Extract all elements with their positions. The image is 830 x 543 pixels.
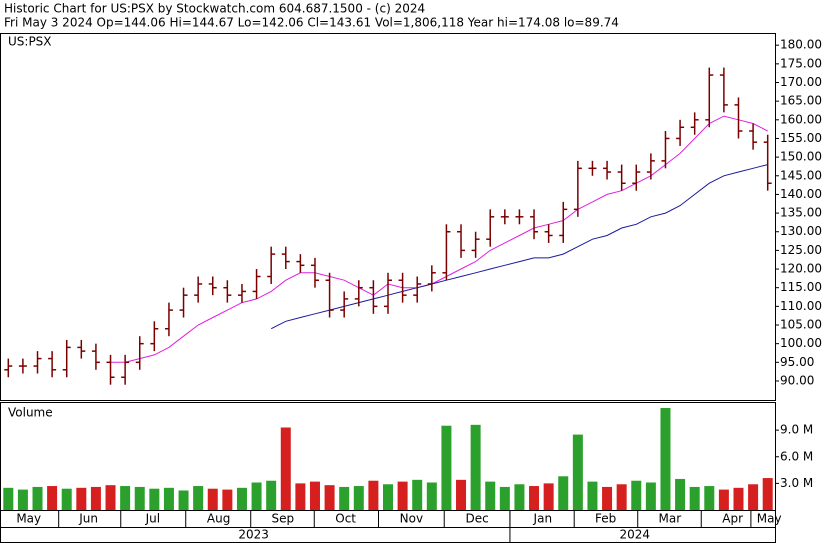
volume-bar: [529, 486, 540, 510]
volume-bar: [660, 407, 671, 510]
y-tick-label: 130.00: [780, 224, 822, 238]
volume-bar: [17, 489, 28, 510]
volume-bar: [339, 486, 350, 510]
y-tick-label: 170.00: [780, 75, 822, 89]
year-label: 2023: [238, 528, 269, 542]
volume-bar: [280, 427, 291, 510]
x-tick-label: May: [16, 512, 41, 526]
x-tick-label: Feb: [595, 512, 616, 526]
volume-bar: [324, 485, 335, 510]
volume-bar: [748, 484, 759, 510]
y-tick-label: 155.00: [780, 131, 822, 145]
volume-bar: [704, 486, 715, 510]
y-tick-label: 140.00: [780, 187, 822, 201]
volume-bar: [47, 486, 58, 510]
y-tick-label: 125.00: [780, 243, 822, 257]
volume-bar: [456, 479, 467, 510]
volume-bar: [353, 486, 364, 510]
volume-bar: [426, 482, 437, 510]
volume-bar: [412, 479, 423, 510]
y-tick-label: 105.00: [780, 318, 822, 332]
volume-bar: [76, 487, 87, 510]
volume-bar: [193, 486, 204, 510]
moving-average: [270, 164, 768, 330]
x-tick-label: May: [757, 512, 782, 526]
volume-bar: [32, 486, 43, 510]
volume-bar: [645, 482, 656, 510]
y-tick-label: 120.00: [780, 262, 822, 276]
x-tick-label: Oct: [335, 512, 356, 526]
x-tick-label: Jan: [533, 512, 553, 526]
volume-bar: [105, 485, 116, 510]
y-tick-label: 90.00: [780, 373, 814, 387]
volume-bar: [631, 480, 642, 510]
volume-bar: [236, 487, 247, 510]
volume-bar: [120, 486, 131, 510]
y-tick-label: 100.00: [780, 336, 822, 350]
volume-bar: [514, 484, 525, 510]
y-tick-label: 165.00: [780, 94, 822, 108]
y-tick-label: 135.00: [780, 206, 822, 220]
x-tick-label: Dec: [465, 512, 488, 526]
volume-bar: [251, 482, 262, 510]
y-tick-label: 115.00: [780, 280, 822, 294]
x-tick-label: Jul: [145, 512, 160, 526]
chart-title: Historic Chart for US:PSX by Stockwatch.…: [4, 2, 425, 16]
y-tick-label: 145.00: [780, 168, 822, 182]
volume-bar: [675, 478, 686, 510]
volume-bar: [295, 483, 306, 510]
volume-bar: [441, 425, 452, 510]
y-tick-label: 6.0 M: [780, 449, 813, 463]
y-tick-label: 175.00: [780, 56, 822, 70]
volume-bar: [61, 488, 72, 510]
volume-bar: [178, 490, 189, 510]
volume-bar: [470, 424, 481, 510]
y-tick-label: 95.00: [780, 355, 814, 369]
volume-bar: [572, 434, 583, 510]
volume-bar: [368, 480, 379, 510]
volume-bar: [543, 483, 554, 510]
volume-bar: [587, 481, 598, 510]
y-tick-label: 9.0 M: [780, 423, 813, 437]
volume-bar: [3, 487, 14, 510]
symbol-label: US:PSX: [8, 35, 52, 49]
y-tick-label: 110.00: [780, 299, 822, 313]
y-tick-label: 160.00: [780, 112, 822, 126]
y-tick-label: 180.00: [780, 38, 822, 52]
volume-bar: [689, 486, 700, 510]
x-tick-label: Apr: [722, 512, 743, 526]
volume-bar: [558, 476, 569, 510]
volume-bar: [718, 489, 729, 510]
volume-bar: [383, 484, 393, 510]
volume-bar: [616, 484, 627, 510]
volume-bar: [733, 487, 744, 510]
year-label: 2024: [620, 528, 651, 542]
volume-bar: [762, 478, 773, 510]
volume-bar: [90, 486, 101, 510]
y-tick-label: 3.0 M: [780, 476, 813, 490]
volume-bar: [266, 480, 277, 510]
y-tick-label: 150.00: [780, 150, 822, 164]
volume-bar: [207, 488, 218, 510]
volume-bar: [397, 481, 408, 510]
volume-label: Volume: [8, 406, 53, 420]
volume-bar: [309, 481, 320, 510]
chart-subtitle: Fri May 3 2024 Op=144.06 Hi=144.67 Lo=14…: [4, 16, 619, 30]
x-tick-label: Aug: [207, 512, 230, 526]
volume-bar: [134, 486, 145, 510]
x-tick-label: Jun: [78, 512, 98, 526]
volume-bar: [222, 489, 233, 510]
x-tick-label: Nov: [400, 512, 423, 526]
x-tick-label: Sep: [272, 512, 295, 526]
x-tick-label: Mar: [659, 512, 682, 526]
price-panel: [0, 33, 776, 401]
volume-bar: [485, 481, 496, 510]
volume-bar: [499, 486, 510, 510]
volume-bar: [602, 486, 613, 510]
volume-bar: [149, 488, 160, 510]
moving-average: [110, 115, 768, 363]
volume-bar: [163, 487, 174, 510]
